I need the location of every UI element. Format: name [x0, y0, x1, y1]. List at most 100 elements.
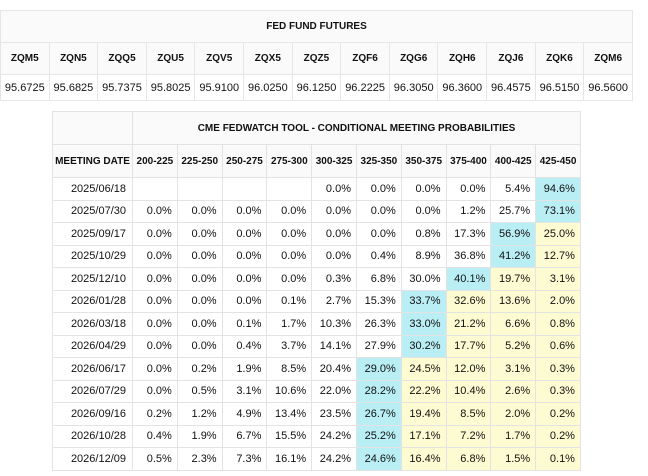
- probability-cell: 20.4%: [311, 357, 357, 381]
- probability-cell: 14.1%: [311, 334, 357, 358]
- probability-cell: 0.2%: [132, 402, 178, 426]
- futures-contract-code: ZQH6: [437, 42, 488, 75]
- probability-cell: 0.4%: [355, 244, 402, 268]
- futures-contract-price: 96.2225: [340, 74, 390, 101]
- probability-cell: [266, 177, 313, 201]
- probability-cell: 0.0%: [221, 222, 268, 246]
- probability-cell: 0.5%: [132, 447, 178, 471]
- rate-range-header: 325-350: [355, 144, 402, 178]
- probability-cell: 0.6%: [535, 334, 581, 358]
- probability-cell: 0.0%: [132, 357, 178, 381]
- probability-cell: 0.0%: [132, 267, 178, 291]
- probability-cell: 13.6%: [490, 289, 537, 313]
- meeting-row: 2026/06/17 0.0% 0.2% 1.9% 8.5% 20.4% 29.0% 24.5…: [52, 357, 581, 381]
- probability-cell: 12.0%: [445, 357, 492, 381]
- probability-cell: 0.8%: [400, 222, 447, 246]
- probability-cell: 0.0%: [176, 334, 223, 358]
- probability-cell: 13.4%: [266, 402, 313, 426]
- probability-cell: 0.2%: [535, 424, 581, 448]
- probability-cell: 94.6%: [535, 177, 581, 201]
- probability-cell: 21.2%: [445, 312, 492, 336]
- probability-cell: 33.7%: [400, 289, 447, 313]
- probability-cell: 0.0%: [221, 244, 268, 268]
- probability-cell: 0.0%: [221, 267, 268, 291]
- probability-cell: 17.7%: [445, 334, 492, 358]
- probability-cell: [132, 177, 178, 201]
- futures-contract-price: 96.4575: [486, 74, 536, 101]
- probability-cell: 0.0%: [176, 222, 223, 246]
- meeting-date: 2026/07/29: [52, 379, 133, 403]
- probability-cell: 0.0%: [132, 379, 178, 403]
- probability-cell: 10.6%: [266, 379, 313, 403]
- probability-cell: 24.2%: [311, 424, 357, 448]
- probability-cell: 25.7%: [490, 199, 537, 223]
- probability-cell: 27.9%: [355, 334, 402, 358]
- meeting-row: 2026/12/09 0.5% 2.3% 7.3% 16.1% 24.2% 24.6% 16.…: [52, 447, 581, 471]
- meeting-date: 2025/09/17: [52, 222, 133, 246]
- probability-cell: 0.0%: [311, 222, 357, 246]
- probability-cell: 73.1%: [535, 199, 581, 223]
- fedwatch-table: CME FEDWATCH TOOL - CONDITIONAL MEETING …: [52, 111, 581, 471]
- meeting-date: 2025/12/10: [52, 267, 133, 291]
- probability-cell: 1.2%: [445, 199, 492, 223]
- futures-contract-price: 96.3600: [437, 74, 488, 101]
- futures-contract-price: 95.6825: [48, 74, 99, 101]
- probability-cell: 0.0%: [132, 244, 178, 268]
- probability-cell: 0.4%: [132, 424, 178, 448]
- probability-cell: 1.7%: [490, 424, 537, 448]
- probability-cell: 0.1%: [221, 312, 268, 336]
- probability-cell: 0.3%: [311, 267, 357, 291]
- futures-contract-price: 96.5150: [534, 74, 585, 101]
- probability-cell: 24.5%: [400, 357, 447, 381]
- probability-cell: 6.8%: [355, 267, 402, 291]
- probability-cell: 16.1%: [266, 447, 313, 471]
- probability-cell: 4.9%: [221, 402, 268, 426]
- probability-cell: 19.7%: [490, 267, 537, 291]
- meeting-row: 2025/07/30 0.0% 0.0% 0.0% 0.0% 0.0% 0.0% 0.0% 1.…: [52, 199, 581, 223]
- rate-range-header: 425-450: [535, 144, 581, 178]
- probability-cell: 2.7%: [311, 289, 357, 313]
- futures-contract-price: 96.1250: [291, 74, 342, 101]
- futures-contract-code: ZQK6: [534, 42, 585, 75]
- probability-cell: 30.0%: [400, 267, 447, 291]
- probability-cell: 12.7%: [535, 244, 581, 268]
- probability-cell: 25.0%: [535, 222, 581, 246]
- rate-range-header: 400-425: [490, 144, 537, 178]
- probability-cell: 0.0%: [445, 177, 492, 201]
- probability-cell: 17.1%: [400, 424, 447, 448]
- probability-cell: 0.0%: [355, 177, 402, 201]
- rate-range-header: 275-300: [266, 144, 313, 178]
- probability-cell: 15.3%: [355, 289, 402, 313]
- meeting-date: 2026/03/18: [52, 312, 133, 336]
- probability-cell: [176, 177, 223, 201]
- probability-cell: 0.8%: [535, 312, 581, 336]
- probability-cell: 3.7%: [266, 334, 313, 358]
- probability-cell: 0.3%: [535, 357, 581, 381]
- probability-cell: 0.0%: [311, 244, 357, 268]
- meeting-date: 2026/06/17: [52, 357, 133, 381]
- probability-cell: 26.7%: [355, 402, 402, 426]
- futures-contract-code: ZQV5: [194, 42, 245, 75]
- probability-cell: 0.0%: [132, 222, 178, 246]
- probability-cell: 36.8%: [445, 244, 492, 268]
- probability-cell: 28.2%: [355, 379, 402, 403]
- probability-cell: 30.2%: [400, 334, 447, 358]
- rate-range-header: 225-250: [176, 144, 223, 178]
- meeting-date: 2025/10/29: [52, 244, 133, 268]
- probability-cell: 0.0%: [132, 334, 178, 358]
- meeting-date: 2026/10/28: [52, 424, 133, 448]
- probability-cell: 0.0%: [176, 289, 223, 313]
- probability-cell: 0.5%: [176, 379, 223, 403]
- meeting-row: 2025/12/10 0.0% 0.0% 0.0% 0.0% 0.3% 6.8% 30.0% 4…: [52, 267, 581, 291]
- futures-contract-code: ZQJ6: [486, 42, 536, 75]
- probability-cell: 0.0%: [221, 199, 268, 223]
- probability-cell: 26.3%: [355, 312, 402, 336]
- futures-contract-price: 95.6725: [0, 74, 50, 101]
- meeting-row: 2025/10/29 0.0% 0.0% 0.0% 0.0% 0.0% 0.4% 8.9% 36…: [52, 244, 581, 268]
- probability-cell: 41.2%: [490, 244, 537, 268]
- meeting-row: 2025/09/17 0.0% 0.0% 0.0% 0.0% 0.0% 0.0% 0.8% 17…: [52, 222, 581, 246]
- meeting-date: 2026/04/29: [52, 334, 133, 358]
- futures-contract-price: 96.5600: [583, 74, 633, 101]
- futures-contract-code: ZQG6: [388, 42, 439, 75]
- probability-cell: 8.5%: [445, 402, 492, 426]
